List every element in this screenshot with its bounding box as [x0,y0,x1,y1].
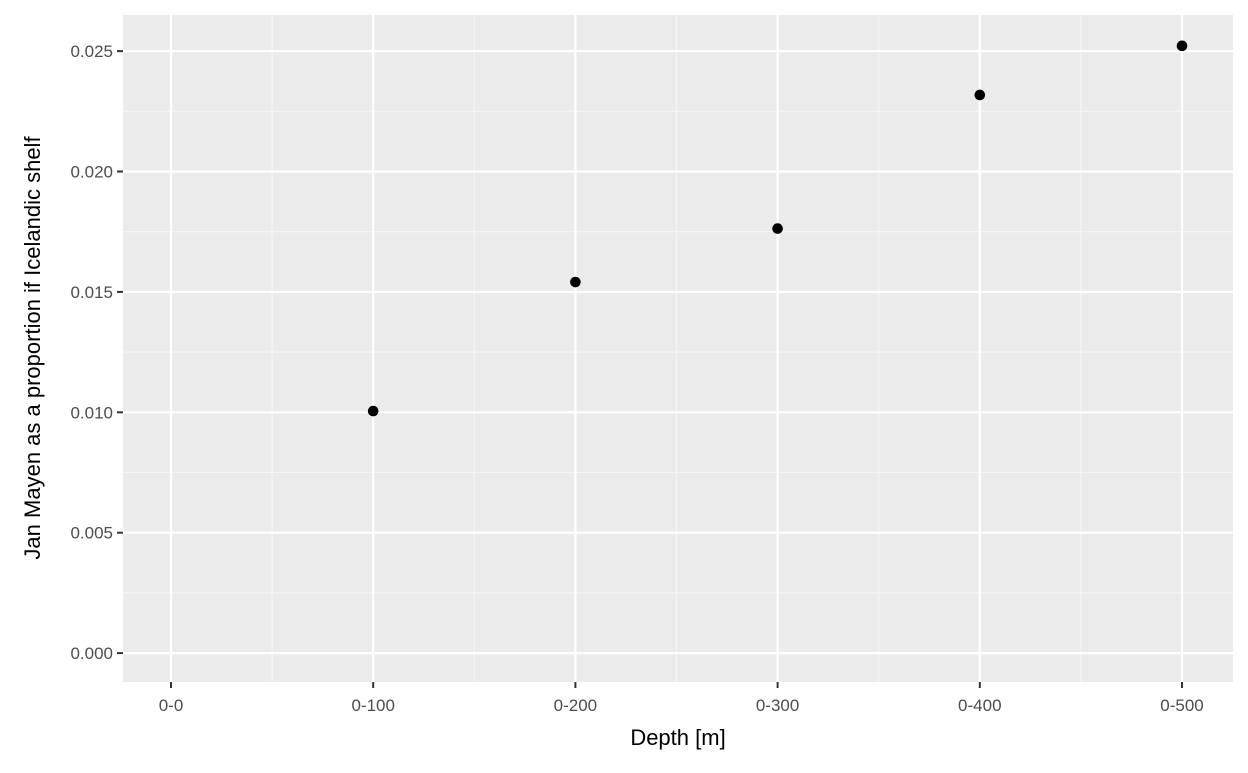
data-point [570,276,581,288]
x-tick-label: 0-200 [554,696,597,715]
major-gridlines [123,15,1233,682]
x-tick-label: 0-400 [958,696,1001,715]
y-tick-label: 0.020 [70,163,113,182]
x-axis: 0-0 0-100 0-200 0-300 0-400 0-500 [159,682,1204,715]
y-axis-title: Jan Mayen as a proportion if Icelandic s… [20,136,45,560]
x-tick-label: 0-100 [351,696,394,715]
data-point [772,223,783,234]
y-tick-label: 0.010 [70,403,113,422]
x-axis-title: Depth [m] [630,725,725,750]
minor-gridlines [123,15,1233,682]
data-point [1176,40,1188,52]
x-tick-label: 0-0 [159,696,184,715]
y-tick-label: 0.005 [70,524,113,543]
y-tick-label: 0.015 [70,283,113,302]
data-point [367,405,379,417]
y-tick-label: 0.000 [70,644,113,663]
y-tick-label: 0.025 [70,42,113,61]
y-axis: 0.000 0.005 0.010 0.015 0.020 0.025 [70,42,123,663]
data-point [974,89,986,101]
x-tick-label: 0-500 [1160,696,1203,715]
data-points [367,40,1188,417]
plot-panel [123,15,1233,682]
x-tick-label: 0-300 [756,696,799,715]
